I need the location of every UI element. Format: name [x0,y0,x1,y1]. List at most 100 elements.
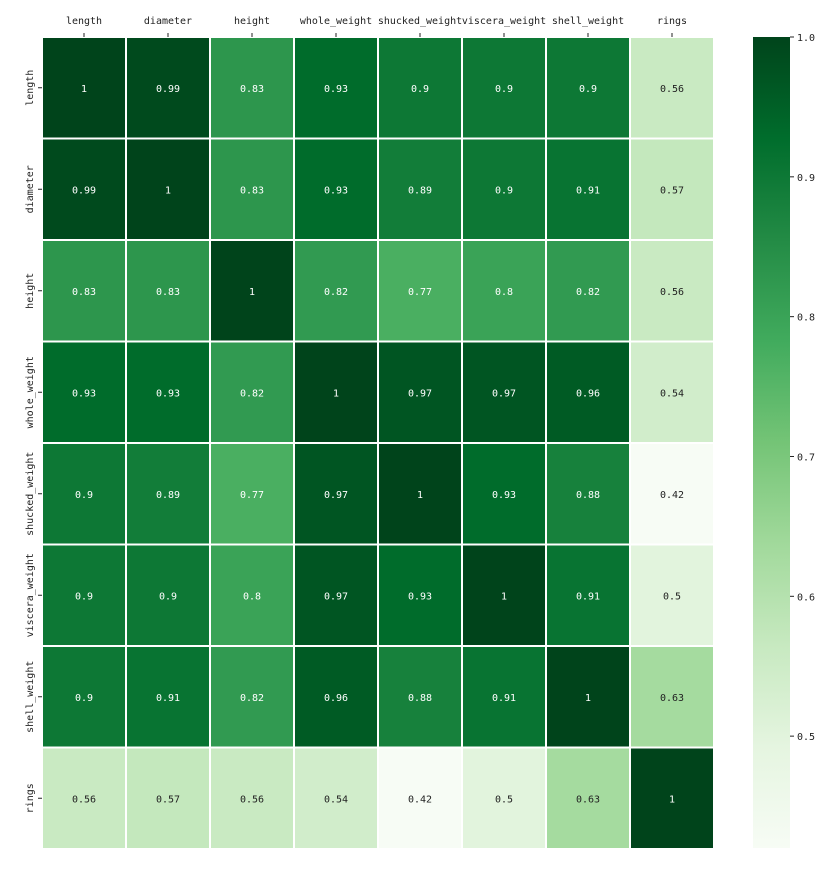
heatmap-cell-value: 0.54 [324,794,348,805]
heatmap-cell-value: 0.89 [408,185,432,196]
heatmap-cell [629,239,715,343]
colorbar-tick-label: 0.8 [797,313,815,324]
heatmap-cell-value: 0.9 [75,591,93,602]
heatmap-cell [125,137,211,241]
colorbar-axis: 0.5 0.6 0.7 0.8 0.9 1.0 [790,33,815,743]
heatmap-cell [293,239,379,343]
heatmap-cell [629,746,715,850]
heatmap-cell [461,746,547,850]
colorbar-tick-label: 1.0 [797,33,815,44]
heatmap-cell-value: 0.9 [75,693,93,704]
heatmap-cell-value: 0.93 [72,388,96,399]
heatmap-cell [293,746,379,850]
heatmap-cell [209,543,295,647]
heatmap-cell [545,543,631,647]
heatmap-cell-value: 0.83 [72,287,96,298]
heatmap-cell-value: 0.54 [660,388,684,399]
y-tick-label: diameter [25,165,36,213]
heatmap-cell-value: 0.83 [240,84,264,95]
heatmap-cell-value: 0.56 [660,287,684,298]
heatmap-cell-value: 0.97 [492,388,516,399]
heatmap-cell-value: 0.42 [408,794,432,805]
heatmap-cell [125,543,211,647]
heatmap-cell-value: 0.91 [576,185,600,196]
heatmap-cell-value: 0.89 [156,490,180,501]
colorbar [753,37,790,848]
heatmap-cell-value: 0.5 [663,591,681,602]
y-tick-label: length [25,70,36,106]
heatmap-cell-value: 0.9 [495,84,513,95]
heatmap-cell-value: 1 [165,185,171,196]
heatmap-cell-value: 0.9 [411,84,429,95]
heatmap-cells [41,36,715,850]
x-tick-label: shucked_weight [378,16,462,27]
heatmap-cell-value: 0.57 [660,185,684,196]
heatmap-cell [209,239,295,343]
x-axis: length diameter height whole_weight shucked_… [66,16,687,37]
heatmap-cell [545,239,631,343]
x-tick-label: length [66,16,102,27]
heatmap-cell-value: 0.96 [576,388,600,399]
heatmap-cell [209,340,295,444]
heatmap-cell-value: 1 [669,794,675,805]
heatmap-cell [377,543,463,647]
heatmap-cell-value: 1 [81,84,87,95]
heatmap-cell-value: 0.77 [240,490,264,501]
heatmap-cell-value: 0.97 [324,490,348,501]
heatmap-cell-value: 0.57 [156,794,180,805]
heatmap-cell-value: 0.8 [243,591,261,602]
colorbar-tick-label: 0.6 [797,592,815,603]
x-tick-label: shell_weight [552,16,624,27]
heatmap-cell-value: 0.82 [240,388,264,399]
heatmap-cell-value: 0.5 [495,794,513,805]
x-tick-label: diameter [144,16,192,27]
heatmap-cell-value: 1 [333,388,339,399]
heatmap-cell [209,645,295,749]
heatmap-cell-value: 0.9 [495,185,513,196]
heatmap-cell [377,645,463,749]
heatmap-cell-value: 0.97 [408,388,432,399]
colorbar-tick-label: 0.7 [797,452,815,463]
x-tick-label: whole_weight [300,16,372,27]
heatmap-cell [377,746,463,850]
heatmap-cell-value: 0.83 [240,185,264,196]
heatmap-cell [461,645,547,749]
heatmap-cell [41,645,127,749]
heatmap-cell-value: 0.82 [324,287,348,298]
heatmap-cell-value: 0.82 [240,693,264,704]
heatmap-cell-value: 1 [585,693,591,704]
heatmap-cell [629,543,715,647]
heatmap-cell-value: 0.91 [576,591,600,602]
heatmap-cell-value: 0.82 [576,287,600,298]
heatmap-cell-value: 0.93 [492,490,516,501]
heatmap-cell-value: 0.93 [408,591,432,602]
y-tick-label: shell_weight [25,661,36,733]
heatmap-cell-value: 0.96 [324,693,348,704]
heatmap-cell-value: 0.88 [408,693,432,704]
x-tick-label: rings [657,16,687,27]
heatmap-cell-value: 1 [417,490,423,501]
heatmap-cell-value: 0.99 [72,185,96,196]
heatmap-cell-value: 0.56 [72,794,96,805]
heatmap-cell [209,746,295,850]
heatmap-cell-value: 0.93 [156,388,180,399]
heatmap-cell [461,543,547,647]
y-tick-label: shucked_weight [25,452,36,536]
heatmap-cell-value: 0.77 [408,287,432,298]
heatmap-cell [629,137,715,241]
heatmap-cell-value: 0.9 [75,490,93,501]
y-axis: length diameter height whole_weight shucked_… [25,70,42,813]
heatmap-cell [629,36,715,140]
heatmap-cell-value: 0.63 [660,693,684,704]
x-tick-label: viscera_weight [462,16,546,27]
heatmap-cell [125,36,211,140]
heatmap-cell-value: 0.9 [579,84,597,95]
heatmap-cell-value: 0.8 [495,287,513,298]
heatmap-cell-value: 0.97 [324,591,348,602]
heatmap-cell-value: 0.99 [156,84,180,95]
x-tick-label: height [234,16,270,27]
heatmap-cell-value: 0.91 [492,693,516,704]
y-tick-label: rings [25,783,36,813]
heatmap-cell-value: 0.93 [324,84,348,95]
